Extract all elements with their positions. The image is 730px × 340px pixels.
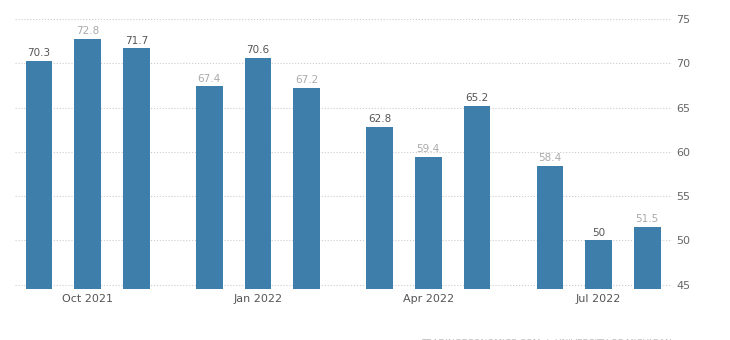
Text: 65.2: 65.2 [465,93,488,103]
Bar [26,61,53,340]
Text: 62.8: 62.8 [368,114,391,124]
Bar [415,157,442,340]
Bar [366,127,393,340]
Bar [537,166,564,340]
Text: 67.4: 67.4 [198,74,221,84]
Text: 59.4: 59.4 [417,144,440,154]
Text: 58.4: 58.4 [538,153,561,163]
Text: 71.7: 71.7 [125,36,148,46]
Text: 51.5: 51.5 [636,215,659,224]
Bar [634,227,661,340]
Bar [196,86,223,340]
Text: TRADINGECONOMICS.COM  |  UNIVERSITY OF MICHIGAN: TRADINGECONOMICS.COM | UNIVERSITY OF MIC… [421,339,672,340]
Text: 70.3: 70.3 [27,48,50,58]
Text: 70.6: 70.6 [246,45,269,55]
Bar [74,38,101,340]
Bar [245,58,272,340]
Bar [464,106,491,340]
Bar [123,48,150,340]
Text: 67.2: 67.2 [295,75,318,85]
Bar [585,240,612,340]
Bar [293,88,320,340]
Text: 72.8: 72.8 [76,26,99,36]
Text: 50: 50 [592,228,605,238]
